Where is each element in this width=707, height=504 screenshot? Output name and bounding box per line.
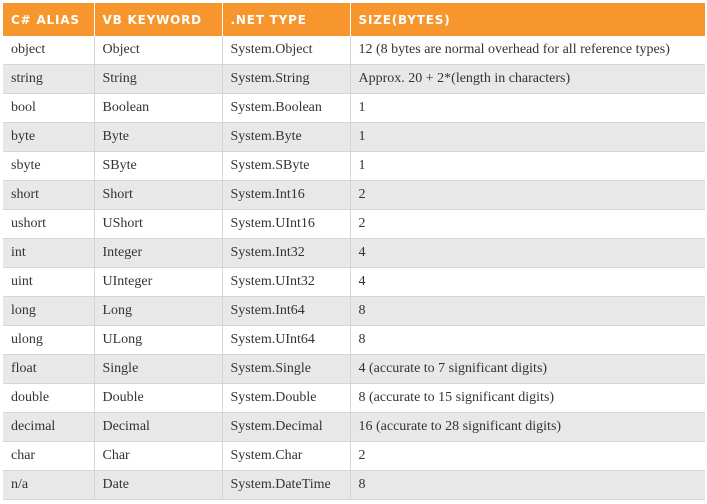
- table-cell: short: [3, 180, 95, 210]
- table-cell: object: [3, 36, 95, 65]
- header-row: C# ALIAS VB KEYWORD .NET TYPE SIZE(BYTES): [3, 3, 705, 36]
- type-table: C# ALIAS VB KEYWORD .NET TYPE SIZE(BYTES) o…: [3, 3, 705, 500]
- table-cell: System.Int16: [222, 180, 351, 210]
- table-row: ulong ULong System.UInt64 8: [3, 325, 705, 355]
- table-cell: UInteger: [94, 267, 223, 297]
- table-cell: 2: [350, 441, 705, 471]
- table-cell: 1: [350, 151, 705, 181]
- header-cell: C# ALIAS: [3, 3, 95, 36]
- table-row: short Short System.Int16 2: [3, 180, 705, 210]
- table-cell: 8 (accurate to 15 significant digits): [350, 383, 705, 413]
- table-row: decimal Decimal System.Decimal 16 (accurate…: [3, 412, 705, 442]
- table-cell: Approx. 20 + 2*(length in characters): [350, 64, 705, 94]
- table-cell: 8: [350, 325, 705, 355]
- table-row: int Integer System.Int32 4: [3, 238, 705, 268]
- table-cell: byte: [3, 122, 95, 152]
- header-cell: VB KEYWORD: [94, 3, 223, 36]
- table-cell: Single: [94, 354, 223, 384]
- table-row: uint UInteger System.UInt32 4: [3, 267, 705, 297]
- table-row: bool Boolean System.Boolean 1: [3, 93, 705, 123]
- table-cell: n/a: [3, 470, 95, 500]
- table-cell: System.UInt16: [222, 209, 351, 239]
- table-row: sbyte SByte System.SByte 1: [3, 151, 705, 181]
- header-cell: SIZE(BYTES): [350, 3, 705, 36]
- table-cell: System.UInt64: [222, 325, 351, 355]
- table-cell: String: [94, 64, 223, 94]
- table-cell: float: [3, 354, 95, 384]
- table-cell: System.SByte: [222, 151, 351, 181]
- table-cell: char: [3, 441, 95, 471]
- table-row: ushort UShort System.UInt16 2: [3, 209, 705, 239]
- header-cell: .NET TYPE: [222, 3, 351, 36]
- table-cell: System.DateTime: [222, 470, 351, 500]
- table-cell: 4: [350, 238, 705, 268]
- table-row: float Single System.Single 4 (accurate to 7…: [3, 354, 705, 384]
- table-cell: int: [3, 238, 95, 268]
- table-cell: UShort: [94, 209, 223, 239]
- table-cell: sbyte: [3, 151, 95, 181]
- table-cell: 16 (accurate to 28 significant digits): [350, 412, 705, 442]
- table-cell: long: [3, 296, 95, 326]
- table-cell: 1: [350, 122, 705, 152]
- table-cell: System.Single: [222, 354, 351, 384]
- table-cell: 4 (accurate to 7 significant digits): [350, 354, 705, 384]
- table-cell: ulong: [3, 325, 95, 355]
- table-cell: double: [3, 383, 95, 413]
- table-cell: uint: [3, 267, 95, 297]
- table-cell: System.UInt32: [222, 267, 351, 297]
- table-cell: System.Object: [222, 36, 351, 65]
- table-cell: 8: [350, 470, 705, 500]
- table-cell: bool: [3, 93, 95, 123]
- table-cell: 2: [350, 180, 705, 210]
- table-cell: ushort: [3, 209, 95, 239]
- table-cell: Integer: [94, 238, 223, 268]
- table-cell: Object: [94, 36, 223, 65]
- table-container: C# ALIAS VB KEYWORD .NET TYPE SIZE(BYTES) o…: [3, 3, 705, 500]
- table-row: byte Byte System.Byte 1: [3, 122, 705, 152]
- table-cell: Byte: [94, 122, 223, 152]
- table-body: object Object System.Object 12 (8 bytes are…: [3, 36, 705, 500]
- table-cell: System.Int32: [222, 238, 351, 268]
- table-cell: 4: [350, 267, 705, 297]
- table-cell: Short: [94, 180, 223, 210]
- table-row: long Long System.Int64 8: [3, 296, 705, 326]
- table-row: double Double System.Double 8 (accurate to …: [3, 383, 705, 413]
- table-cell: Date: [94, 470, 223, 500]
- table-cell: System.Double: [222, 383, 351, 413]
- table-cell: decimal: [3, 412, 95, 442]
- table-cell: System.String: [222, 64, 351, 94]
- table-cell: Decimal: [94, 412, 223, 442]
- table-cell: string: [3, 64, 95, 94]
- table-cell: System.Decimal: [222, 412, 351, 442]
- table-cell: 8: [350, 296, 705, 326]
- table-cell: Long: [94, 296, 223, 326]
- table-cell: 12 (8 bytes are normal overhead for all …: [350, 36, 705, 65]
- table-cell: ULong: [94, 325, 223, 355]
- table-cell: System.Int64: [222, 296, 351, 326]
- table-row: object Object System.Object 12 (8 bytes are…: [3, 36, 705, 65]
- table-row: string String System.String Approx. 20 + 2*…: [3, 64, 705, 94]
- table-cell: 1: [350, 93, 705, 123]
- table-cell: Boolean: [94, 93, 223, 123]
- table-cell: Char: [94, 441, 223, 471]
- table-cell: System.Char: [222, 441, 351, 471]
- table-row: n/a Date System.DateTime 8: [3, 470, 705, 500]
- table-cell: System.Boolean: [222, 93, 351, 123]
- table-cell: System.Byte: [222, 122, 351, 152]
- table-cell: Double: [94, 383, 223, 413]
- table-cell: 2: [350, 209, 705, 239]
- table-row: char Char System.Char 2: [3, 441, 705, 471]
- table-cell: SByte: [94, 151, 223, 181]
